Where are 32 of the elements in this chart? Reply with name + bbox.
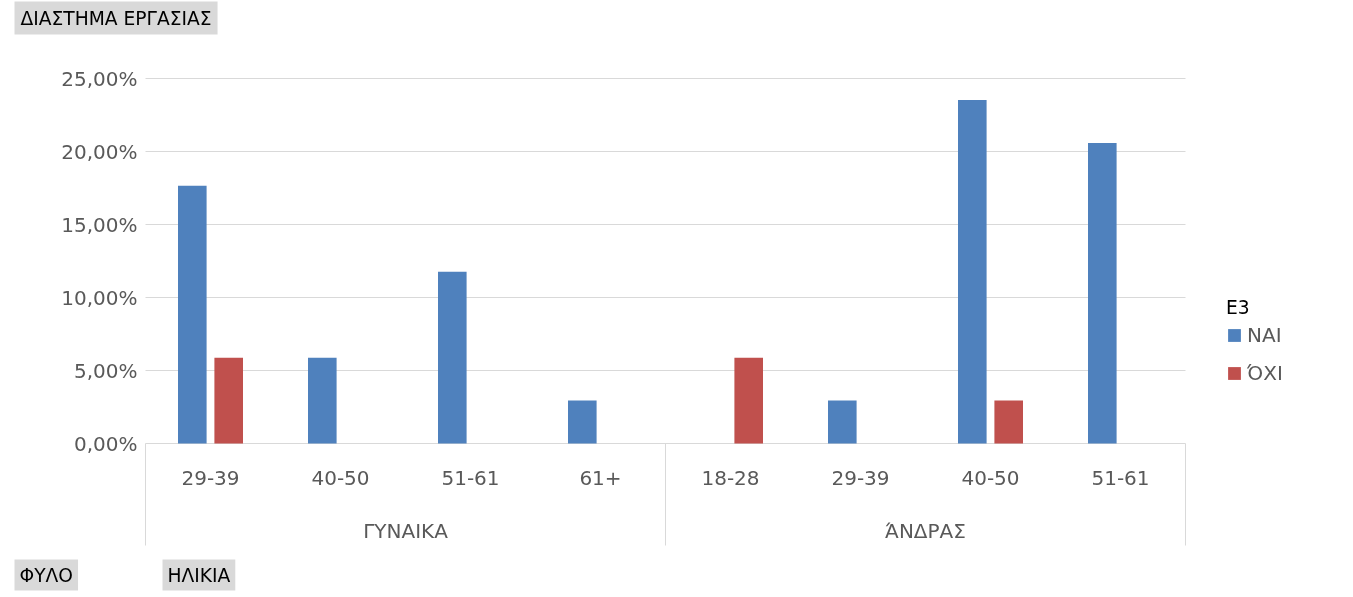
y-tick-label: 15,00% (61, 212, 138, 237)
y-tick-label: 10,00% (61, 285, 138, 310)
chart-title: ΔΙΑΣΤΗΜΑ ΕΡΓΑΣΙΑΣ (20, 7, 212, 29)
x-tick-label: 18-28 (701, 465, 760, 490)
x-tick-label: 51-61 (1091, 465, 1150, 490)
x-tick-label: 29-39 (181, 465, 240, 490)
text: ΗΛΙΚΙΑ (167, 564, 231, 586)
x-tick-label: 29-39 (831, 465, 890, 490)
legend-label: ΌΧΙ (1247, 361, 1283, 385)
x-tick-label: 40-50 (311, 465, 370, 490)
y-tick-label: 20,00% (61, 139, 138, 164)
bar (178, 185, 207, 444)
text: ΦΥΛΟ (19, 564, 74, 586)
bar (734, 357, 763, 444)
y-tick-label: 0,00% (73, 431, 138, 456)
x-tick-label: 51-61 (441, 465, 500, 490)
y-tick-label: 5,00% (73, 358, 138, 383)
bar (1088, 142, 1117, 444)
bar (568, 400, 597, 444)
text: ΆΝΔΡΑΣ (885, 518, 966, 543)
bar (214, 357, 243, 444)
text: ΓΥΝΑΙΚΑ (363, 518, 449, 543)
y-tick-label: 25,00% (61, 66, 138, 91)
legend-title: Ε3 (1226, 297, 1251, 318)
bar (958, 99, 987, 444)
bar (308, 357, 337, 444)
x-tick-label: 40-50 (961, 465, 1020, 490)
bar (994, 400, 1023, 444)
bar (828, 400, 857, 444)
x-tick-label: 61+ (579, 465, 622, 490)
legend-label: ΝΑΙ (1247, 323, 1282, 347)
bar (438, 271, 467, 444)
